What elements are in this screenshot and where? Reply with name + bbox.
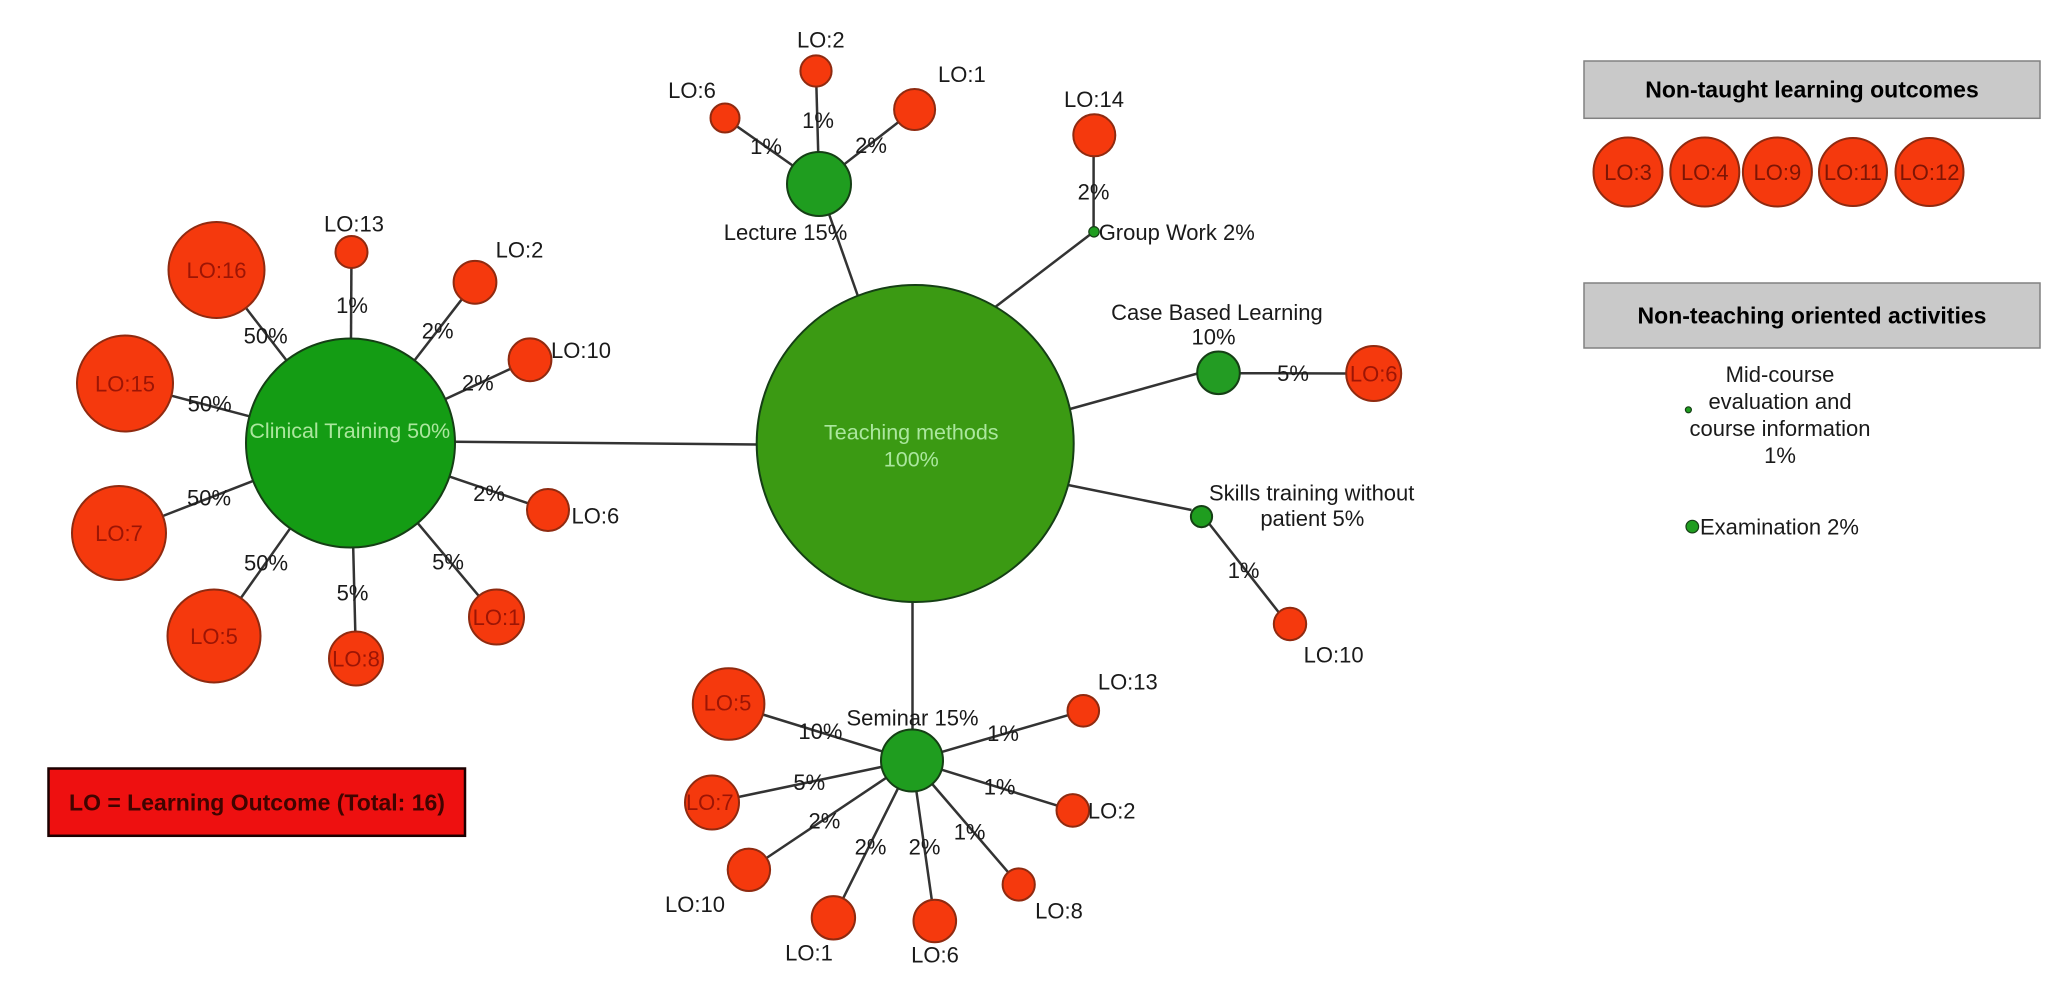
svg-text:LO:10: LO:10 — [551, 338, 611, 363]
svg-text:Seminar 15%: Seminar 15% — [846, 706, 978, 731]
svg-text:LO:11: LO:11 — [1824, 160, 1882, 185]
svg-text:LO:1: LO:1 — [473, 605, 521, 630]
svg-text:LO:6: LO:6 — [1350, 362, 1398, 387]
svg-text:2%: 2% — [909, 835, 941, 860]
svg-text:50%: 50% — [244, 551, 288, 576]
svg-text:LO:16: LO:16 — [187, 258, 247, 283]
svg-text:LO:8: LO:8 — [1035, 899, 1083, 924]
svg-text:LO:8: LO:8 — [332, 647, 380, 672]
svg-text:50%: 50% — [187, 486, 231, 511]
svg-text:evaluation and: evaluation and — [1708, 389, 1851, 414]
svg-text:LO:1: LO:1 — [785, 941, 833, 966]
svg-text:patient 5%: patient 5% — [1260, 506, 1364, 531]
svg-text:LO:2: LO:2 — [1088, 799, 1136, 824]
svg-text:LO:1: LO:1 — [938, 62, 986, 87]
svg-text:LO:15: LO:15 — [95, 372, 155, 397]
svg-text:50%: 50% — [188, 392, 232, 417]
svg-text:Case Based Learning: Case Based Learning — [1111, 300, 1323, 325]
svg-text:Skills training without: Skills training without — [1209, 481, 1414, 506]
svg-text:Clinical Training 50%: Clinical Training 50% — [249, 419, 450, 443]
svg-text:5%: 5% — [432, 550, 464, 575]
svg-text:LO:13: LO:13 — [1098, 670, 1158, 695]
svg-text:1%: 1% — [1228, 558, 1260, 583]
svg-text:5%: 5% — [337, 581, 369, 606]
svg-text:Examination 2%: Examination 2% — [1700, 515, 1859, 540]
svg-text:1%: 1% — [987, 721, 1019, 746]
svg-text:LO:5: LO:5 — [190, 624, 238, 649]
svg-text:LO:9: LO:9 — [1754, 160, 1802, 185]
svg-text:LO:6: LO:6 — [668, 78, 716, 103]
svg-text:10%: 10% — [1191, 325, 1235, 350]
svg-text:LO:2: LO:2 — [797, 28, 845, 53]
svg-text:LO:10: LO:10 — [1304, 643, 1364, 668]
svg-text:1%: 1% — [802, 108, 834, 133]
svg-text:2%: 2% — [462, 371, 494, 396]
svg-text:Lecture 15%: Lecture 15% — [724, 220, 848, 245]
svg-text:2%: 2% — [473, 481, 505, 506]
svg-text:Group Work 2%: Group Work 2% — [1099, 220, 1255, 245]
svg-text:5%: 5% — [1277, 361, 1309, 386]
svg-text:2%: 2% — [1078, 180, 1110, 205]
svg-text:LO:7: LO:7 — [95, 521, 143, 546]
svg-text:Non-taught learning outcomes: Non-taught learning outcomes — [1645, 77, 1979, 103]
svg-text:100%: 100% — [884, 448, 939, 472]
svg-text:10%: 10% — [798, 719, 842, 744]
svg-text:LO:12: LO:12 — [1900, 160, 1960, 185]
svg-text:2%: 2% — [422, 319, 454, 344]
svg-text:2%: 2% — [855, 835, 887, 860]
svg-text:LO:4: LO:4 — [1681, 160, 1729, 185]
svg-text:LO:5: LO:5 — [704, 691, 752, 716]
svg-text:5%: 5% — [793, 770, 825, 795]
svg-text:LO = Learning Outcome (Total:: LO = Learning Outcome (Total: 16) — [69, 790, 445, 816]
svg-text:LO:10: LO:10 — [665, 892, 725, 917]
svg-text:Teaching methods: Teaching methods — [824, 421, 999, 445]
svg-text:1%: 1% — [750, 134, 782, 159]
svg-text:1%: 1% — [1764, 443, 1796, 468]
svg-text:50%: 50% — [244, 324, 288, 349]
svg-text:LO:6: LO:6 — [572, 504, 620, 529]
svg-text:Non-teaching oriented activiti: Non-teaching oriented activities — [1638, 303, 1987, 329]
svg-text:LO:3: LO:3 — [1604, 160, 1652, 185]
svg-text:LO:7: LO:7 — [686, 790, 734, 815]
svg-text:2%: 2% — [809, 809, 841, 834]
svg-text:2%: 2% — [855, 133, 887, 158]
svg-text:LO:2: LO:2 — [496, 237, 544, 262]
svg-text:Mid-course: Mid-course — [1726, 362, 1835, 387]
svg-text:1%: 1% — [984, 775, 1016, 800]
svg-text:LO:14: LO:14 — [1064, 87, 1124, 112]
svg-text:1%: 1% — [336, 293, 368, 318]
svg-text:course information: course information — [1690, 416, 1871, 441]
svg-text:LO:6: LO:6 — [911, 943, 959, 968]
svg-text:LO:13: LO:13 — [324, 212, 384, 237]
svg-text:1%: 1% — [954, 820, 986, 845]
